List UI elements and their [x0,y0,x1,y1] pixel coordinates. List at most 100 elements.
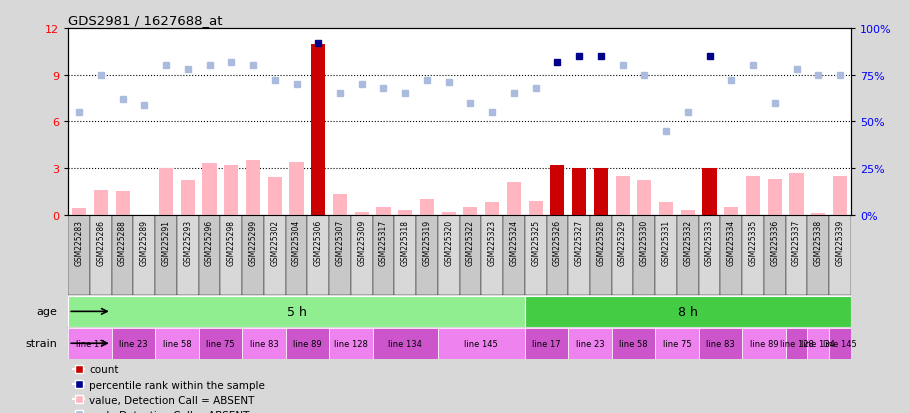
Bar [637,181,652,215]
Text: GSM225307: GSM225307 [336,219,345,265]
Bar [681,211,695,215]
Bar [807,215,829,296]
Bar [90,215,112,296]
Bar [833,176,847,215]
Text: GSM225306: GSM225306 [314,219,323,265]
Text: age: age [36,306,57,317]
Bar [268,178,282,215]
Text: GSM225296: GSM225296 [205,219,214,265]
Bar [743,328,785,358]
Text: GSM225324: GSM225324 [510,219,519,265]
Bar [612,328,655,358]
Bar [507,183,521,215]
Text: GSM225331: GSM225331 [662,219,671,265]
Bar [525,297,851,327]
Text: line 23: line 23 [576,339,604,348]
Bar [594,169,608,215]
Bar [112,328,156,358]
Text: GSM225336: GSM225336 [770,219,779,265]
Text: GSM225328: GSM225328 [596,219,605,265]
Bar [438,215,460,296]
Text: GSM225291: GSM225291 [162,219,170,265]
Text: strain: strain [25,338,57,349]
Bar [159,169,173,215]
Bar [525,328,568,358]
Text: GSM225304: GSM225304 [292,219,301,265]
Bar [351,215,372,296]
Text: GSM225326: GSM225326 [553,219,561,265]
Bar [156,215,177,296]
Bar [372,328,438,358]
Bar [333,195,347,215]
Text: GSM225318: GSM225318 [400,219,410,265]
Bar [612,215,633,296]
Bar [220,215,242,296]
Text: line 58: line 58 [619,339,648,348]
Text: GSM225293: GSM225293 [183,219,192,265]
Bar [743,215,763,296]
Bar [420,199,434,215]
Bar [198,328,242,358]
Text: GSM225317: GSM225317 [379,219,388,265]
Bar [655,328,699,358]
Bar [481,215,503,296]
Bar [785,328,807,358]
Text: line 17: line 17 [532,339,561,348]
Bar [568,328,612,358]
Bar [568,215,590,296]
Text: line 128: line 128 [334,339,368,348]
Text: GSM225323: GSM225323 [488,219,497,265]
Bar [112,215,134,296]
Bar [829,215,851,296]
Text: GSM225337: GSM225337 [792,219,801,265]
Text: GSM225286: GSM225286 [96,219,106,265]
Text: 8 h: 8 h [678,305,698,318]
Bar [94,190,108,215]
Bar [181,181,195,215]
Text: GSM225319: GSM225319 [422,219,431,265]
Bar [242,328,286,358]
Bar [790,173,804,215]
Bar [547,215,568,296]
Bar [286,215,308,296]
Bar [264,215,286,296]
Text: line 89: line 89 [293,339,322,348]
Text: line 134: line 134 [389,339,422,348]
Text: line 75: line 75 [206,339,235,348]
Bar [198,215,220,296]
Text: GSM225325: GSM225325 [531,219,541,265]
Bar [763,215,785,296]
Bar [329,328,372,358]
Text: GSM225333: GSM225333 [705,219,714,265]
Bar [703,169,716,215]
Text: line 17: line 17 [76,339,105,348]
Bar [355,212,369,215]
Text: GSM225339: GSM225339 [835,219,844,265]
Text: line 83: line 83 [249,339,278,348]
Bar [768,180,782,215]
Text: GSM225299: GSM225299 [248,219,258,265]
Bar [224,166,238,215]
Text: GSM225327: GSM225327 [574,219,583,265]
Bar [724,207,738,215]
Bar [807,328,829,358]
Bar [829,328,851,358]
Text: line 89: line 89 [750,339,778,348]
Text: GSM225298: GSM225298 [227,219,236,265]
Bar [677,215,699,296]
Bar [525,215,547,296]
Bar [134,215,156,296]
Bar [246,161,260,215]
Bar [699,328,743,358]
Bar [551,166,564,215]
Text: GSM225330: GSM225330 [640,219,649,265]
Text: GSM225288: GSM225288 [118,219,127,265]
Text: GSM225332: GSM225332 [683,219,693,265]
Text: GSM225335: GSM225335 [749,219,757,265]
Bar [242,215,264,296]
Text: GSM225320: GSM225320 [444,219,453,265]
Bar [721,215,743,296]
Text: GSM225334: GSM225334 [727,219,736,265]
Text: GDS2981 / 1627688_at: GDS2981 / 1627688_at [68,14,223,27]
Text: GSM225309: GSM225309 [358,219,366,265]
